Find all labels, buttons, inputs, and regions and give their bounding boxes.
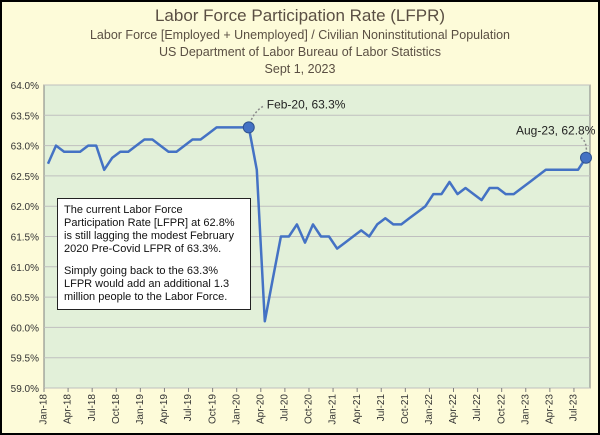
x-tick-label: Jul-20: [280, 394, 291, 422]
x-tick-label: Jul-23: [569, 394, 580, 422]
chart-title: Labor Force Participation Rate (LFPR): [154, 6, 446, 25]
x-tick-label: Oct-21: [400, 394, 411, 424]
y-tick-label: 64.0%: [11, 81, 39, 92]
x-tick-label: Apr-22: [448, 394, 459, 424]
annotation-label: Aug-23, 62.8%: [516, 124, 596, 138]
x-tick-label: Jan-19: [135, 394, 146, 425]
x-tick-label: Oct-18: [111, 394, 122, 424]
x-tick-label: Jan-22: [424, 394, 435, 425]
x-tick-label: Jan-21: [328, 394, 339, 425]
x-tick-label: Apr-23: [544, 394, 555, 424]
annotation-leader: [248, 104, 266, 128]
x-tick-label: Jul-19: [183, 394, 194, 422]
note-paragraph-1: The current Labor Force Participation Ra…: [64, 204, 235, 255]
y-tick-label: 60.0%: [11, 323, 39, 334]
chart-subtitle-date: Sept 1, 2023: [264, 62, 336, 76]
x-tick-label: Jul-18: [87, 394, 98, 422]
annotation-leader: [580, 137, 588, 158]
x-tick-label: Oct-19: [207, 394, 218, 424]
y-tick-label: 63.0%: [11, 142, 39, 153]
x-tick-label: Jan-20: [231, 394, 242, 425]
x-tick-label: Oct-22: [496, 394, 507, 424]
y-tick-label: 59.0%: [11, 384, 39, 395]
note-box: The current Labor Force Participation Ra…: [57, 198, 251, 310]
y-tick-label: 61.5%: [11, 233, 39, 244]
x-tick-label: Apr-21: [352, 394, 363, 424]
y-tick-label: 59.5%: [11, 354, 39, 365]
annotation-label: Feb-20, 63.3%: [267, 97, 346, 111]
x-tick-label: Jul-21: [376, 394, 387, 422]
x-tick-label: Oct-20: [304, 394, 315, 424]
x-tick-label: Jan-23: [520, 394, 531, 425]
x-tick-label: Jul-22: [472, 394, 483, 422]
y-tick-label: 63.5%: [11, 111, 39, 122]
y-tick-label: 61.0%: [11, 263, 39, 274]
annotation-marker: [242, 121, 255, 134]
note-paragraph-2: Simply going back to the 63.3% LFPR woul…: [64, 265, 230, 303]
chart-subtitle-source: US Department of Labor Bureau of Labor S…: [158, 45, 442, 59]
y-tick-label: 62.5%: [11, 172, 39, 183]
x-tick-label: Apr-18: [63, 394, 74, 424]
y-tick-label: 60.5%: [11, 293, 39, 304]
y-tick-label: 62.0%: [11, 202, 39, 213]
x-tick-label: Jan-18: [39, 394, 50, 425]
x-tick-label: Apr-19: [159, 394, 170, 424]
annotation-marker: [579, 151, 592, 164]
lfpr-series-line: [46, 126, 588, 323]
x-tick-label: Apr-20: [255, 394, 266, 424]
chart-subtitle-formula: Labor Force [Employed + Unemployed] / Ci…: [89, 28, 511, 42]
